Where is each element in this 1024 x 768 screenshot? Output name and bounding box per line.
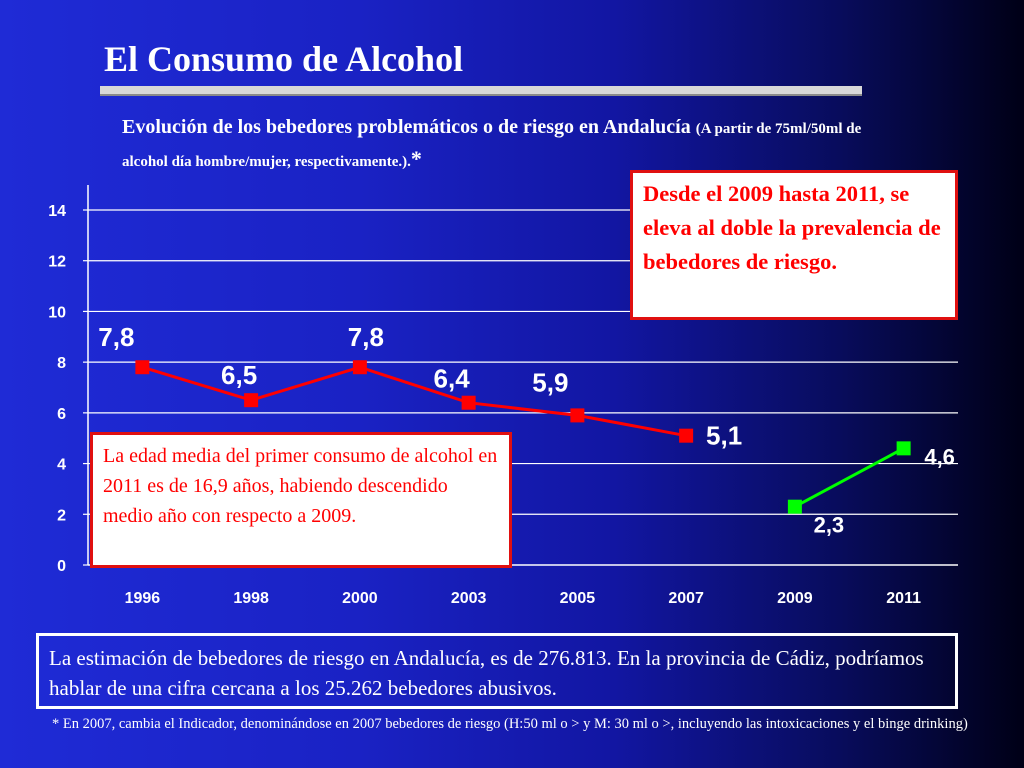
data-point [896,441,911,456]
y-tick-label: 6 [57,406,66,423]
x-tick-label: 1996 [125,590,161,607]
subtitle-main: Evolución de los bebedores problemáticos… [122,116,696,138]
estimate-box: La estimación de bebedores de riesgo en … [36,633,958,709]
callout-prevalence: Desde el 2009 hasta 2011, se eleva al do… [630,170,958,320]
data-point [461,395,476,410]
y-tick-label: 12 [48,254,66,271]
series-line [794,447,905,509]
series-layer [135,360,911,514]
data-point [244,393,259,408]
y-tick-label: 0 [57,558,66,575]
chart-subtitle: Evolución de los bebedores problemáticos… [122,112,902,177]
data-label: 5,1 [706,421,742,451]
data-point [570,408,585,423]
subtitle-paren: (A partir de 75ml/50ml de alcohol día ho… [122,121,862,170]
slide-title: El Consumo de Alcohol [104,39,464,79]
subtitle-asterisk: * [410,146,422,171]
data-point [679,428,694,443]
data-label: 6,5 [221,360,257,390]
x-tick-label: 2005 [560,590,596,607]
title-underline [100,86,862,96]
data-label: 4,6 [924,444,955,469]
x-tick-label: 1998 [233,590,269,607]
series-line [141,365,687,438]
data-labels: 7,8 6,5 7,8 6,4 5,9 5,1 2,3 4,6 [98,322,955,537]
x-tick-label: 2000 [342,590,378,607]
data-label: 5,9 [532,367,568,397]
y-tick-label: 14 [48,203,66,220]
x-tick-label: 2009 [777,590,813,607]
data-label: 2,3 [814,513,845,538]
y-tick-label: 4 [57,457,66,474]
y-tick-label: 8 [57,355,66,372]
x-tick-label: 2007 [668,590,704,607]
x-tick-label: 2011 [886,590,921,607]
data-point [352,360,367,375]
x-tick-label: 2003 [451,590,487,607]
data-label: 7,8 [348,322,384,352]
y-tick-label: 2 [57,507,66,524]
data-label: 6,4 [434,364,471,394]
data-point [787,499,802,514]
data-label: 7,8 [98,322,134,352]
footnote: * En 2007, cambia el Indicador, denominá… [52,716,968,732]
data-point [135,360,150,375]
y-tick-label: 10 [48,304,66,321]
callout-first-consumption: La edad media del primer consumo de alco… [90,432,512,568]
axis-ticks: 0 2 4 6 8 10 12 14 1996 1998 2000 2003 2005 2007 2009 2… [48,203,921,607]
